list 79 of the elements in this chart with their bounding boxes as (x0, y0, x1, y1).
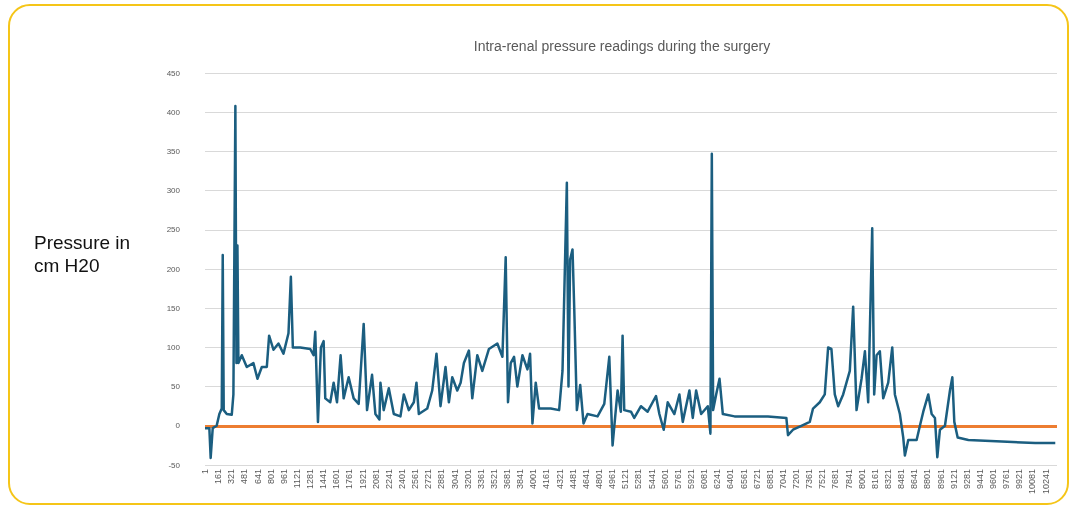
x-tick-label: 1121 (291, 469, 302, 489)
x-tick-label: 6241 (712, 469, 723, 490)
x-tick-label: 4161 (541, 469, 552, 490)
y-tick-label: -50 (168, 460, 181, 470)
x-tick-label: 1 (200, 469, 210, 475)
x-tick-label: 6081 (699, 469, 710, 490)
x-tick-label: 801 (265, 469, 276, 485)
y-axis-title: Pressure in cm H20 (34, 231, 132, 277)
x-tick-label: 8161 (869, 469, 880, 490)
x-tick-label: 4641 (580, 469, 591, 490)
x-tick-label: 7361 (804, 469, 815, 490)
x-tick-label: 4481 (567, 469, 578, 490)
line-series (203, 104, 1057, 460)
x-tick-label: 3361 (475, 469, 486, 490)
x-tick-label: 8961 (935, 469, 946, 490)
x-tick-label: 6401 (725, 469, 736, 490)
x-tick-label: 2561 (410, 469, 421, 490)
y-tick-label: 200 (166, 264, 181, 274)
x-tick-label: 9761 (1001, 469, 1012, 490)
x-tick-label: 10081 (1027, 469, 1038, 495)
x-tick-label: 1761 (344, 469, 355, 490)
x-tick-label: 4321 (554, 469, 565, 490)
x-tick-label: 5601 (659, 469, 670, 490)
x-tick-label: 2721 (423, 469, 434, 490)
x-tick-label: 2241 (383, 469, 394, 490)
x-tick-label: 3841 (515, 469, 526, 490)
x-tick-label: 4961 (607, 469, 618, 490)
x-tick-label: 8321 (882, 469, 893, 490)
x-tick-label: 9281 (961, 469, 972, 490)
chart-title: Intra-renal pressure readings during the surgery (473, 38, 771, 54)
x-tick-label: 8641 (909, 469, 920, 490)
x-tick-label: 7041 (777, 469, 788, 490)
x-tick-label: 2401 (397, 469, 408, 490)
x-tick-label: 6561 (738, 469, 749, 490)
x-tick-label: 5121 (620, 469, 631, 490)
x-tick-label: 8001 (856, 469, 867, 490)
y-tick-label: 300 (166, 186, 181, 196)
y-tick-label: 400 (166, 107, 181, 117)
x-tick-label: 1281 (305, 469, 316, 490)
x-tick-label: 9601 (988, 469, 999, 490)
x-tick-label: 961 (278, 469, 289, 485)
y-tick-label: 100 (166, 342, 181, 352)
x-tick-label: 3041 (449, 469, 460, 490)
x-tick-label: 5441 (646, 469, 657, 490)
x-tick-label: 4801 (594, 469, 605, 490)
y-tick-label: 150 (166, 303, 181, 313)
x-tick-label: 9121 (948, 469, 959, 490)
x-tick-label: 1441 (318, 469, 329, 490)
y-tick-label: 50 (171, 382, 181, 392)
x-tick-label: 5281 (633, 469, 644, 490)
x-tick-label: 481 (239, 469, 250, 485)
x-tick-label: 10241 (1040, 469, 1051, 495)
x-tick-label: 2081 (370, 469, 381, 490)
x-tick-label: 5921 (685, 469, 696, 490)
x-tick-label: 3681 (502, 469, 513, 490)
x-tick-label: 161 (213, 469, 224, 485)
x-tick-label: 8481 (896, 469, 907, 490)
x-tick-label: 7841 (843, 469, 854, 490)
x-tick-label: 1921 (357, 469, 368, 490)
y-tick-label: 250 (166, 225, 181, 235)
x-tick-label: 7521 (817, 469, 828, 490)
x-tick-label: 1601 (331, 469, 342, 490)
y-tick-label: 450 (166, 68, 181, 78)
x-tick-label: 9921 (1014, 469, 1025, 490)
y-tick-label: 0 (175, 421, 181, 431)
x-tick-label: 2881 (436, 469, 447, 490)
x-tick-label: 6721 (751, 469, 762, 490)
x-tick-label: 7681 (830, 469, 841, 490)
x-tick-label: 9441 (974, 469, 985, 490)
x-tick-label: 8801 (922, 469, 933, 490)
x-tick-label: 3521 (488, 469, 499, 490)
x-tick-label: 4001 (528, 469, 539, 490)
x-tick-label: 641 (252, 469, 263, 485)
y-tick-label: 350 (166, 146, 181, 156)
x-tick-label: 6881 (764, 469, 775, 490)
x-tick-label: 7201 (791, 469, 802, 490)
x-tick-label: 321 (226, 469, 237, 485)
x-tick-label: 5761 (672, 469, 683, 490)
x-tick-label: 3201 (462, 469, 473, 490)
